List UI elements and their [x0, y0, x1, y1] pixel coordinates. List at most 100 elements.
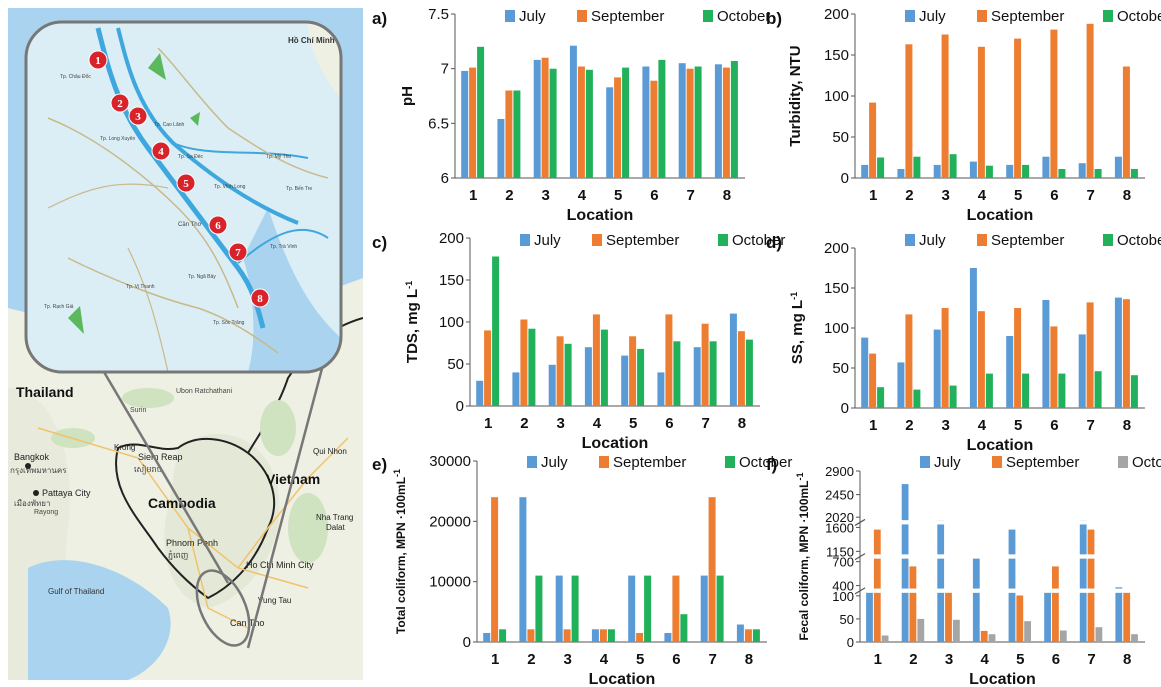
bar-july-loc6: [1042, 300, 1050, 408]
x-tick-label: 4: [981, 651, 990, 668]
bar-september-loc1: [469, 67, 477, 178]
y-tick-label: 100: [832, 589, 854, 604]
x-tick-label: 3: [541, 187, 549, 204]
svg-text:8: 8: [257, 293, 263, 305]
y-tick-label: 10000: [429, 574, 471, 591]
y-tick-label: 700: [832, 555, 854, 570]
y-tick-label: 0: [847, 635, 854, 650]
svg-text:6: 6: [215, 220, 221, 232]
x-tick-label: 4: [978, 187, 987, 204]
y-tick-label: 1600: [825, 520, 854, 535]
x-tick-label: 6: [665, 415, 673, 432]
x-tick-label: 5: [1014, 187, 1022, 204]
site-pin-4: 4: [151, 141, 171, 161]
bar-october-loc6: [673, 341, 681, 406]
bar-july-loc7: [1079, 520, 1087, 642]
bar-october-loc5: [1024, 621, 1031, 642]
bar-september-loc6: [672, 575, 680, 642]
bar-september-loc3: [945, 590, 952, 642]
x-tick-label: 2: [905, 417, 913, 434]
bar-july-loc7: [1078, 334, 1086, 408]
legend-label-july: July: [541, 454, 568, 471]
bar-july-loc6: [657, 372, 665, 406]
legend-swatch-october: [1103, 10, 1113, 22]
y-tick-label: 50: [447, 356, 464, 373]
bar-october-loc5: [1022, 373, 1030, 408]
axis-break-mark: [854, 518, 866, 526]
inset-label-rach-gia: Tp. Rạch Giá: [44, 304, 74, 310]
inset-label-my-tho: Tp. Mỹ Tho: [266, 154, 291, 160]
bar-july-loc1: [476, 380, 484, 406]
x-tick-label: 7: [686, 187, 694, 204]
bar-october-loc2: [913, 389, 921, 408]
bar-october-loc6: [1058, 169, 1066, 178]
x-tick-label: 1: [491, 651, 499, 668]
y-axis-label-superscript: -1: [789, 292, 799, 300]
city-label-qui-nhon: Qui Nhon: [313, 447, 347, 456]
bar-september-loc5: [636, 633, 644, 642]
bar-september-loc2: [905, 314, 913, 408]
x-tick-label: 5: [1014, 417, 1022, 434]
bar-september-loc6: [665, 314, 673, 406]
bar-september-loc2: [520, 319, 528, 406]
bar-september-loc2: [527, 629, 535, 642]
x-tick-label: 7: [701, 415, 709, 432]
bar-october-loc4: [985, 165, 993, 178]
x-tick-label: 4: [978, 417, 987, 434]
inset-label-sa-dec: Tp. Sa Đéc: [178, 154, 204, 160]
y-tick-label: 2450: [825, 488, 854, 503]
y-tick-label: 100: [824, 88, 849, 105]
bar-october-loc7: [1094, 371, 1102, 408]
bar-october-loc6: [1058, 373, 1066, 408]
bar-october-loc3: [564, 343, 572, 406]
inset-label-can-tho: Cần Thơ: [178, 222, 202, 228]
panel-label: f): [766, 455, 777, 474]
x-tick-label: 6: [672, 651, 680, 668]
bar-september-loc8: [744, 629, 752, 642]
city-label-phnom-penh: Phnom Penh: [166, 538, 218, 548]
bar-october-loc7: [709, 341, 717, 406]
bar-july-loc5: [1006, 164, 1014, 178]
city-label-bangkok-local: กรุงเทพมหานคร: [10, 466, 67, 475]
site-pin-8: 8: [250, 288, 270, 308]
x-tick-label: 8: [1123, 651, 1131, 668]
bar-september-loc4: [977, 311, 985, 408]
city-label-ubon: Ubon Ratchathani: [176, 388, 232, 395]
city-label-nha-trang: Nha Trang: [316, 513, 353, 522]
bar-september-loc5: [1014, 308, 1022, 408]
x-tick-label: 7: [1086, 417, 1094, 434]
x-tick-label: 2: [909, 651, 917, 668]
x-tick-label: 1: [869, 417, 877, 434]
y-tick-label: 100: [824, 320, 849, 337]
bar-september-loc7: [1086, 23, 1094, 178]
bar-october-loc8: [1130, 169, 1138, 178]
panel-label: d): [766, 233, 782, 252]
bar-october-loc3: [549, 68, 557, 178]
y-tick-label: 50: [832, 129, 849, 146]
inset-map: Hồ Chí Minh Tp. Châu Đốc Tp. Long Xuyên …: [24, 20, 343, 374]
y-axis-label-superscript: -1: [404, 281, 414, 289]
inset-label-ben-tre: Tp. Bến Tre: [286, 186, 312, 192]
study-area-ellipse: [195, 569, 251, 647]
bar-july-loc3: [555, 575, 563, 642]
site-pin-1: 1: [88, 50, 108, 70]
bar-july-loc7: [678, 63, 686, 179]
y-tick-label: 100: [439, 314, 464, 331]
legend-swatch-july: [920, 456, 930, 468]
bar-october-loc4: [988, 634, 996, 642]
panel-label: e): [372, 455, 387, 474]
legend-label-october: October: [732, 232, 785, 249]
svg-text:5: 5: [183, 178, 189, 190]
y-tick-label: 50: [832, 360, 849, 377]
x-tick-label: 7: [1087, 651, 1095, 668]
inset-label-hcm: Hồ Chí Minh: [288, 36, 335, 45]
bar-october-loc4: [607, 629, 615, 642]
legend-label-october: October: [1117, 232, 1161, 249]
legend-label-september: September: [613, 454, 686, 471]
inset-label-soc-trang: Tp. Sóc Trăng: [213, 320, 245, 326]
city-label-siem-reap: Siem Reap: [138, 452, 183, 462]
bar-july-loc4: [591, 629, 599, 642]
y-axis-label: Fecal coliform, MPN ·100mL-1: [795, 472, 811, 640]
y-axis-label: SS, mg L-1: [789, 292, 806, 364]
